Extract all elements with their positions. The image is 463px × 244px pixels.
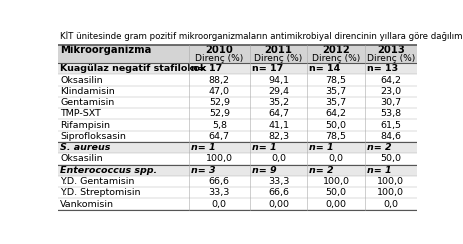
Text: Siprofloksasin: Siprofloksasin (60, 132, 126, 141)
Text: Direnç (%): Direnç (%) (367, 54, 415, 63)
Text: S. aureus: S. aureus (60, 143, 110, 152)
Text: n= 2: n= 2 (309, 166, 334, 175)
Text: 2012: 2012 (322, 45, 350, 55)
Text: 100,0: 100,0 (377, 188, 404, 197)
Text: 82,3: 82,3 (268, 132, 289, 141)
Text: Oksasilin: Oksasilin (60, 154, 103, 163)
Text: n= 17: n= 17 (252, 64, 283, 73)
Text: 64,7: 64,7 (268, 109, 289, 118)
Text: n= 9: n= 9 (252, 166, 276, 175)
Bar (58, 187, 417, 198)
Text: 41,1: 41,1 (268, 121, 289, 130)
Bar (58, 120, 417, 131)
Text: 2010: 2010 (206, 45, 233, 55)
Bar (58, 63, 417, 74)
Text: 0,0: 0,0 (383, 200, 398, 209)
Text: 50,0: 50,0 (325, 188, 346, 197)
Text: 2011: 2011 (264, 45, 293, 55)
Text: n= 13: n= 13 (367, 64, 398, 73)
Text: Rifampisin: Rifampisin (60, 121, 110, 130)
Text: n= 2: n= 2 (367, 143, 391, 152)
Text: 64,7: 64,7 (209, 132, 230, 141)
Text: 35,2: 35,2 (268, 98, 289, 107)
Text: 0,00: 0,00 (268, 200, 289, 209)
Text: 29,4: 29,4 (268, 87, 289, 96)
Text: n= 14: n= 14 (309, 64, 341, 73)
Text: Klindamisin: Klindamisin (60, 87, 115, 96)
Bar (58, 97, 417, 108)
Text: n= 1: n= 1 (191, 143, 216, 152)
Text: 100,0: 100,0 (322, 177, 350, 186)
Text: 0,0: 0,0 (271, 154, 286, 163)
Bar (58, 86, 417, 97)
Text: 52,9: 52,9 (209, 109, 230, 118)
Bar (58, 74, 417, 86)
Text: Kuagülaz negatif stafilokok: Kuagülaz negatif stafilokok (60, 64, 206, 73)
Text: n= 3: n= 3 (191, 166, 216, 175)
Text: 78,5: 78,5 (325, 132, 346, 141)
Text: 33,3: 33,3 (209, 188, 230, 197)
Text: 88,2: 88,2 (209, 75, 230, 84)
Text: 100,0: 100,0 (377, 177, 404, 186)
Text: 5,8: 5,8 (212, 121, 227, 130)
Text: 50,0: 50,0 (325, 121, 346, 130)
Text: 64,2: 64,2 (380, 75, 401, 84)
Text: 61,5: 61,5 (380, 121, 401, 130)
Text: 0,0: 0,0 (212, 200, 227, 209)
Text: Gentamisin: Gentamisin (60, 98, 114, 107)
Text: 66,6: 66,6 (209, 177, 230, 186)
Text: 33,3: 33,3 (268, 177, 289, 186)
Text: Y.D. Streptomisin: Y.D. Streptomisin (60, 188, 141, 197)
Text: 84,6: 84,6 (380, 132, 401, 141)
Text: 2013: 2013 (377, 45, 405, 55)
Text: Direnç (%): Direnç (%) (255, 54, 303, 63)
Bar (58, 142, 417, 153)
Text: 66,6: 66,6 (268, 188, 289, 197)
Text: 100,0: 100,0 (206, 154, 233, 163)
Text: KİT ünitesinde gram pozitif mikroorganizmaların antimikrobiyal direncinin yıllar: KİT ünitesinde gram pozitif mikroorganiz… (60, 31, 463, 41)
Bar (58, 153, 417, 164)
Text: Oksasilin: Oksasilin (60, 75, 103, 84)
Text: Vankomisin: Vankomisin (60, 200, 114, 209)
Bar (58, 108, 417, 120)
Text: 23,0: 23,0 (380, 87, 401, 96)
Bar (58, 164, 417, 176)
Text: Enterococcus spp.: Enterococcus spp. (60, 166, 157, 175)
Text: 0,0: 0,0 (328, 154, 344, 163)
Text: 0,00: 0,00 (325, 200, 346, 209)
Text: 53,8: 53,8 (380, 109, 401, 118)
Text: 50,0: 50,0 (380, 154, 401, 163)
Text: Direnç (%): Direnç (%) (195, 54, 244, 63)
Text: 30,7: 30,7 (380, 98, 401, 107)
Text: 64,2: 64,2 (325, 109, 346, 118)
Text: 78,5: 78,5 (325, 75, 346, 84)
Bar (58, 45, 417, 63)
Bar (58, 198, 417, 210)
Text: n= 1: n= 1 (252, 143, 276, 152)
Text: Y.D. Gentamisin: Y.D. Gentamisin (60, 177, 134, 186)
Text: Mikroorganizma: Mikroorganizma (60, 45, 151, 55)
Text: 52,9: 52,9 (209, 98, 230, 107)
Text: n= 1: n= 1 (309, 143, 334, 152)
Text: 47,0: 47,0 (209, 87, 230, 96)
Text: TMP-SXT: TMP-SXT (60, 109, 101, 118)
Text: Direnç (%): Direnç (%) (312, 54, 360, 63)
Bar (58, 131, 417, 142)
Text: n= 17: n= 17 (191, 64, 222, 73)
Bar (58, 176, 417, 187)
Text: 94,1: 94,1 (268, 75, 289, 84)
Text: n= 1: n= 1 (367, 166, 391, 175)
Text: 35,7: 35,7 (325, 98, 346, 107)
Text: 35,7: 35,7 (325, 87, 346, 96)
